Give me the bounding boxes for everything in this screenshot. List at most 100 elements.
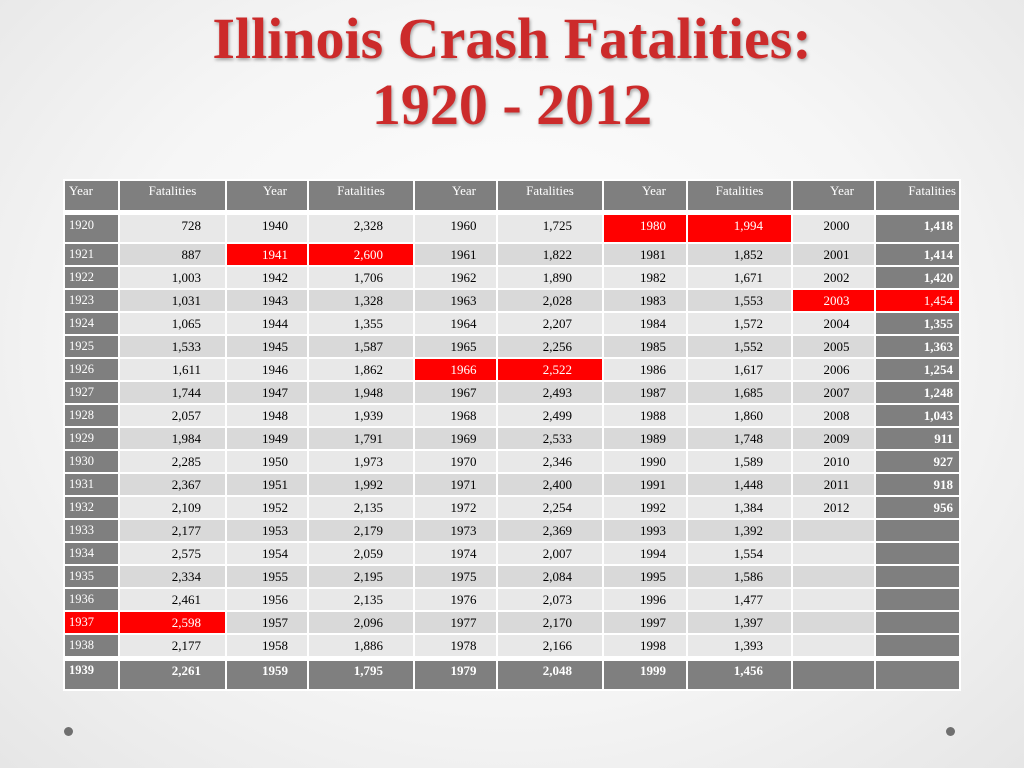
table-row: 1939 2,261 1959 1,795 1979 2,048 1999 1,456 — [63, 656, 961, 691]
year-cell: 1973 — [413, 518, 498, 543]
year-cell: 1984 — [602, 311, 688, 336]
fatalities-cell: 1,671 — [686, 265, 793, 290]
fatalities-cell — [874, 518, 961, 543]
table-row: 1926 1,611 1946 1,862 1966 2,522 1986 1,617 2006… — [63, 357, 961, 382]
fatalities-cell: 2,135 — [307, 495, 415, 520]
header-fatalities-3: Fatalities — [496, 179, 604, 215]
year-cell: 1992 — [602, 495, 688, 520]
year-cell: 2009 — [791, 426, 876, 451]
year-cell: 1974 — [413, 541, 498, 566]
year-cell — [791, 541, 876, 566]
fatalities-cell: 1,553 — [686, 288, 793, 313]
fatalities-cell: 887 — [118, 242, 227, 267]
year-cell: 1995 — [602, 564, 688, 589]
year-cell: 1957 — [225, 610, 309, 635]
fatalities-cell: 2,084 — [496, 564, 604, 589]
year-cell: 1953 — [225, 518, 309, 543]
fatalities-cell: 1,418 — [874, 211, 961, 244]
fatalities-cell: 2,073 — [496, 587, 604, 612]
decorative-dot-right — [946, 727, 955, 736]
fatalities-cell: 927 — [874, 449, 961, 474]
fatalities-cell: 2,170 — [496, 610, 604, 635]
table-row: 1932 2,109 1952 2,135 1972 2,254 1992 1,384 2012… — [63, 495, 961, 520]
year-cell: 1987 — [602, 380, 688, 405]
year-cell: 1955 — [225, 564, 309, 589]
year-cell: 1982 — [602, 265, 688, 290]
year-cell: 1990 — [602, 449, 688, 474]
year-cell: 1943 — [225, 288, 309, 313]
fatalities-cell: 1,414 — [874, 242, 961, 267]
year-cell — [791, 587, 876, 612]
year-cell: 2005 — [791, 334, 876, 359]
year-cell: 1978 — [413, 633, 498, 660]
year-cell: 1925 — [63, 334, 120, 359]
table-row: 1931 2,367 1951 1,992 1971 2,400 1991 1,448 2011… — [63, 472, 961, 497]
year-cell: 1971 — [413, 472, 498, 497]
year-cell: 1956 — [225, 587, 309, 612]
year-cell: 1964 — [413, 311, 498, 336]
fatalities-cell — [874, 656, 961, 691]
year-cell: 1948 — [225, 403, 309, 428]
fatalities-cell: 1,420 — [874, 265, 961, 290]
fatalities-cell: 1,355 — [307, 311, 415, 336]
year-cell: 1928 — [63, 403, 120, 428]
year-cell: 2002 — [791, 265, 876, 290]
fatalities-cell: 1,862 — [307, 357, 415, 382]
fatalities-cell: 2,461 — [118, 587, 227, 612]
year-cell: 1983 — [602, 288, 688, 313]
decorative-dot-left — [64, 727, 73, 736]
fatalities-cell: 1,384 — [686, 495, 793, 520]
year-cell: 1986 — [602, 357, 688, 382]
fatalities-cell: 2,007 — [496, 541, 604, 566]
year-cell: 1939 — [63, 656, 120, 691]
year-cell: 1985 — [602, 334, 688, 359]
year-cell: 1980 — [602, 211, 688, 244]
year-cell: 1933 — [63, 518, 120, 543]
fatalities-cell: 2,575 — [118, 541, 227, 566]
header-fatalities-1: Fatalities — [118, 179, 227, 215]
fatalities-cell: 1,397 — [686, 610, 793, 635]
fatalities-cell: 1,392 — [686, 518, 793, 543]
year-cell: 1938 — [63, 633, 120, 660]
year-cell — [791, 633, 876, 660]
table-row: 1928 2,057 1948 1,939 1968 2,499 1988 1,860 2008… — [63, 403, 961, 428]
fatalities-cell — [874, 633, 961, 660]
fatalities-cell: 1,456 — [686, 656, 793, 691]
year-cell: 1944 — [225, 311, 309, 336]
fatalities-cell: 1,725 — [496, 211, 604, 244]
fatalities-cell: 2,057 — [118, 403, 227, 428]
year-cell: 1950 — [225, 449, 309, 474]
fatalities-cell — [874, 610, 961, 635]
fatalities-cell: 2,493 — [496, 380, 604, 405]
fatalities-cell — [874, 541, 961, 566]
table-header: Year Fatalities Year Fatalities Year Fat… — [63, 179, 961, 215]
year-cell: 2001 — [791, 242, 876, 267]
year-cell: 1981 — [602, 242, 688, 267]
year-cell: 1968 — [413, 403, 498, 428]
year-cell: 2007 — [791, 380, 876, 405]
fatalities-cell: 2,499 — [496, 403, 604, 428]
year-cell: 1926 — [63, 357, 120, 382]
year-cell: 1932 — [63, 495, 120, 520]
fatalities-cell: 2,285 — [118, 449, 227, 474]
fatalities-cell: 2,048 — [496, 656, 604, 691]
fatalities-cell: 2,533 — [496, 426, 604, 451]
fatalities-cell: 2,028 — [496, 288, 604, 313]
fatalities-cell: 2,059 — [307, 541, 415, 566]
year-cell: 1936 — [63, 587, 120, 612]
fatalities-table: Year Fatalities Year Fatalities Year Fat… — [63, 179, 961, 691]
year-cell: 1998 — [602, 633, 688, 660]
fatalities-cell: 1,393 — [686, 633, 793, 660]
fatalities-cell: 2,177 — [118, 518, 227, 543]
title-line-2: 1920 - 2012 — [371, 72, 653, 137]
table-row: 1933 2,177 1953 2,179 1973 2,369 1993 1,392 — [63, 518, 961, 543]
header-fatalities-2: Fatalities — [307, 179, 415, 215]
year-cell: 2008 — [791, 403, 876, 428]
table-row: 1937 2,598 1957 2,096 1977 2,170 1997 1,397 — [63, 610, 961, 635]
year-cell: 2010 — [791, 449, 876, 474]
year-cell: 1923 — [63, 288, 120, 313]
fatalities-cell: 2,135 — [307, 587, 415, 612]
fatalities-cell: 1,363 — [874, 334, 961, 359]
year-cell: 1951 — [225, 472, 309, 497]
year-cell: 1935 — [63, 564, 120, 589]
